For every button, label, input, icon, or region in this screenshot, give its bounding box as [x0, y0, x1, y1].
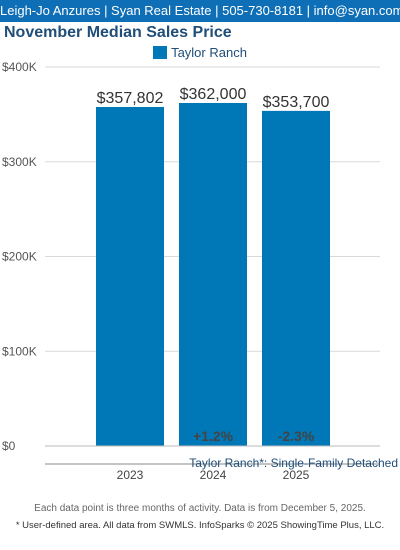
- y-tick-label: $300K: [2, 155, 37, 169]
- bar-value-label: $362,000: [180, 86, 247, 103]
- x-tick-label: 2023: [117, 468, 144, 482]
- change-label: -2.3%: [278, 428, 315, 444]
- y-tick-label: $200K: [2, 250, 37, 264]
- change-label: +1.2%: [193, 428, 234, 444]
- header-contact-text: Leigh-Jo Anzures | Syan Real Estate | 50…: [0, 3, 400, 18]
- source-note: * User-defined area. All data from SWMLS…: [15, 520, 385, 531]
- bar: [262, 110, 330, 446]
- bar: [179, 103, 247, 446]
- x-tick-label: 2024: [200, 468, 227, 482]
- legend-label: Taylor Ranch: [171, 45, 247, 60]
- bar-value-label: $353,700: [263, 94, 330, 111]
- x-tick-label: 2025: [283, 468, 310, 482]
- legend: Taylor Ranch: [0, 44, 400, 62]
- area-footnote: Taylor Ranch*: Single-Family Detached: [189, 456, 398, 470]
- bar-value-label: $357,802: [97, 90, 164, 107]
- header-bar: Leigh-Jo Anzures | Syan Real Estate | 50…: [0, 0, 400, 22]
- y-tick-label: $0: [2, 439, 16, 453]
- chart-title: November Median Sales Price: [4, 24, 232, 41]
- legend-swatch: [153, 46, 168, 59]
- y-tick-label: $400K: [2, 60, 37, 74]
- y-tick-label: $100K: [2, 344, 37, 358]
- data-note: Each data point is three months of activ…: [34, 503, 366, 514]
- bar: [96, 106, 164, 446]
